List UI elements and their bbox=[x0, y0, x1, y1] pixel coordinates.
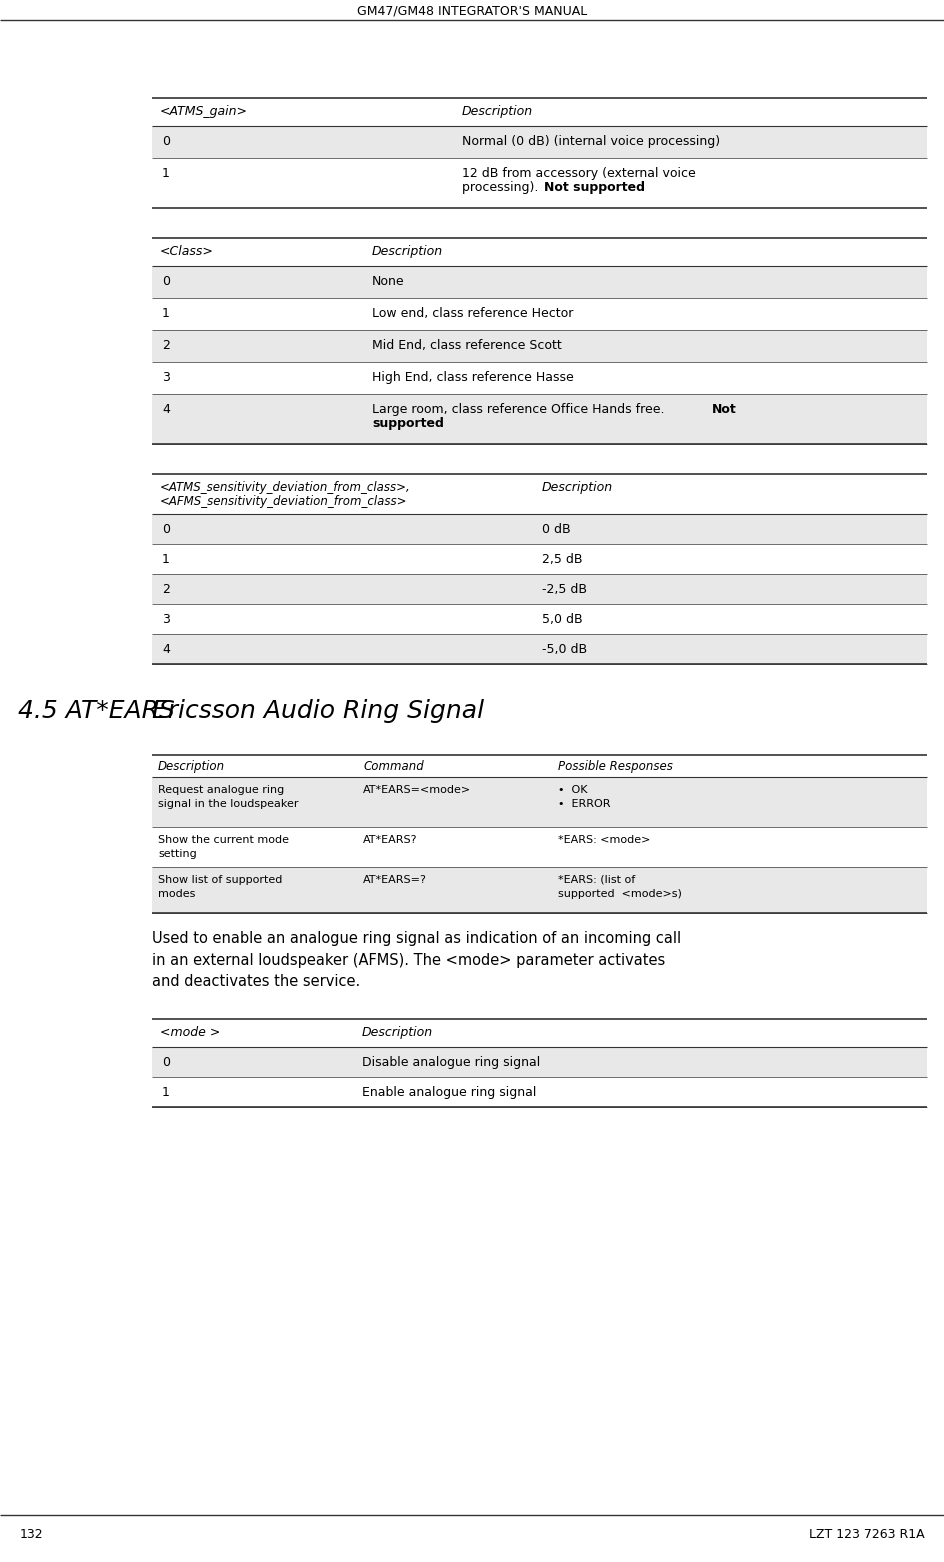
Text: 132: 132 bbox=[20, 1528, 43, 1542]
Text: 2: 2 bbox=[161, 583, 170, 597]
Bar bbox=[152, 1078, 926, 1107]
Text: Not supported: Not supported bbox=[544, 181, 645, 194]
Text: 0: 0 bbox=[161, 523, 170, 536]
Bar bbox=[152, 754, 926, 776]
Text: 1: 1 bbox=[161, 553, 170, 565]
Text: 2: 2 bbox=[161, 339, 170, 351]
Text: <ATMS_gain>: <ATMS_gain> bbox=[160, 105, 247, 119]
Text: Low end, class reference Hector: Low end, class reference Hector bbox=[372, 308, 573, 320]
Bar bbox=[152, 362, 926, 394]
Text: High End, class reference Hasse: High End, class reference Hasse bbox=[372, 372, 573, 384]
Text: Description: Description bbox=[542, 481, 613, 494]
Bar bbox=[152, 473, 926, 514]
Text: 0 dB: 0 dB bbox=[542, 523, 570, 536]
Text: -2,5 dB: -2,5 dB bbox=[542, 583, 586, 597]
Text: supported: supported bbox=[372, 417, 444, 430]
Bar bbox=[152, 867, 926, 914]
Text: Description: Description bbox=[372, 245, 443, 258]
Text: *EARS: <mode>: *EARS: <mode> bbox=[557, 836, 649, 845]
Text: None: None bbox=[372, 275, 404, 287]
Text: 0: 0 bbox=[161, 134, 170, 148]
Text: 3: 3 bbox=[161, 372, 170, 384]
Bar bbox=[152, 604, 926, 634]
Text: AT*EARS=?: AT*EARS=? bbox=[362, 875, 427, 886]
Bar bbox=[152, 514, 926, 544]
Text: Description: Description bbox=[158, 761, 225, 773]
Text: processing).: processing). bbox=[462, 181, 542, 194]
Text: 1: 1 bbox=[161, 1086, 170, 1100]
Bar bbox=[152, 1018, 926, 1047]
Text: Description: Description bbox=[362, 1026, 432, 1039]
Text: AT*EARS?: AT*EARS? bbox=[362, 836, 417, 845]
Text: 3: 3 bbox=[161, 612, 170, 626]
Text: Possible Responses: Possible Responses bbox=[557, 761, 672, 773]
Bar bbox=[152, 394, 926, 444]
Text: •  OK
•  ERROR: • OK • ERROR bbox=[557, 786, 610, 809]
Bar bbox=[152, 776, 926, 826]
Text: 4: 4 bbox=[161, 644, 170, 656]
Bar bbox=[152, 127, 926, 158]
Text: Request analogue ring
signal in the loudspeaker: Request analogue ring signal in the loud… bbox=[158, 786, 298, 809]
Text: -5,0 dB: -5,0 dB bbox=[542, 644, 586, 656]
Bar bbox=[152, 298, 926, 330]
Text: Normal (0 dB) (internal voice processing): Normal (0 dB) (internal voice processing… bbox=[462, 134, 719, 148]
Text: 4: 4 bbox=[161, 403, 170, 415]
Text: 4.5 AT*EARS: 4.5 AT*EARS bbox=[18, 700, 175, 723]
Text: <Class>: <Class> bbox=[160, 245, 213, 258]
Text: Used to enable an analogue ring signal as indication of an incoming call
in an e: Used to enable an analogue ring signal a… bbox=[152, 931, 681, 989]
Bar bbox=[152, 237, 926, 266]
Text: GM47/GM48 INTEGRATOR'S MANUAL: GM47/GM48 INTEGRATOR'S MANUAL bbox=[357, 5, 586, 19]
Text: <mode >: <mode > bbox=[160, 1026, 220, 1039]
Text: Not: Not bbox=[711, 403, 736, 415]
Text: 1: 1 bbox=[161, 308, 170, 320]
Text: <AFMS_sensitivity_deviation_from_class>: <AFMS_sensitivity_deviation_from_class> bbox=[160, 495, 407, 508]
Text: 5,0 dB: 5,0 dB bbox=[542, 612, 582, 626]
Bar bbox=[152, 266, 926, 298]
Text: <ATMS_sensitivity_deviation_from_class>,: <ATMS_sensitivity_deviation_from_class>, bbox=[160, 481, 411, 494]
Text: Large room, class reference Office Hands free.: Large room, class reference Office Hands… bbox=[372, 403, 667, 415]
Text: 0: 0 bbox=[161, 1056, 170, 1068]
Bar bbox=[152, 544, 926, 573]
Text: Disable analogue ring signal: Disable analogue ring signal bbox=[362, 1056, 540, 1068]
Bar bbox=[152, 330, 926, 362]
Text: Ericsson Audio Ring Signal: Ericsson Audio Ring Signal bbox=[152, 700, 483, 723]
Text: Mid End, class reference Scott: Mid End, class reference Scott bbox=[372, 339, 561, 351]
Text: Description: Description bbox=[462, 105, 532, 119]
Text: AT*EARS=<mode>: AT*EARS=<mode> bbox=[362, 786, 471, 795]
Text: 0: 0 bbox=[161, 275, 170, 287]
Text: 1: 1 bbox=[161, 167, 170, 180]
Bar bbox=[152, 158, 926, 208]
Text: 12 dB from accessory (external voice: 12 dB from accessory (external voice bbox=[462, 167, 695, 180]
Text: *EARS: (list of
supported  <mode>s): *EARS: (list of supported <mode>s) bbox=[557, 875, 682, 898]
Bar bbox=[152, 573, 926, 604]
Bar bbox=[152, 1047, 926, 1078]
Text: Enable analogue ring signal: Enable analogue ring signal bbox=[362, 1086, 536, 1100]
Text: Command: Command bbox=[362, 761, 423, 773]
Bar bbox=[152, 98, 926, 127]
Bar bbox=[152, 634, 926, 664]
Text: Show the current mode
setting: Show the current mode setting bbox=[158, 836, 289, 859]
Bar bbox=[152, 826, 926, 867]
Text: 2,5 dB: 2,5 dB bbox=[542, 553, 582, 565]
Text: Show list of supported
modes: Show list of supported modes bbox=[158, 875, 282, 898]
Text: LZT 123 7263 R1A: LZT 123 7263 R1A bbox=[808, 1528, 924, 1542]
